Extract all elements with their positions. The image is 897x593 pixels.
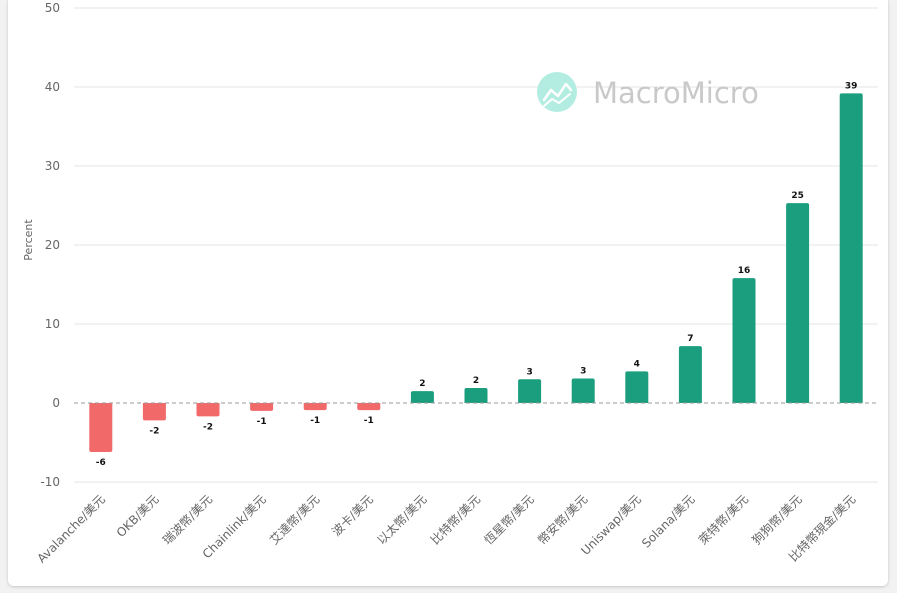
x-tick-label: 比特幣/美元 <box>427 492 483 548</box>
data-label: -1 <box>257 417 267 427</box>
x-tick-label: 幣安幣/美元 <box>534 492 590 548</box>
bar[interactable] <box>732 278 756 403</box>
data-label: 3 <box>526 367 532 377</box>
data-label: 3 <box>580 367 586 377</box>
bar[interactable] <box>839 93 863 403</box>
y-tick-label: 10 <box>45 317 60 331</box>
y-tick-label: 40 <box>45 80 60 94</box>
y-tick-label: 20 <box>45 238 60 252</box>
y-axis: -10 0 10 20 30 40 50 <box>40 1 60 489</box>
x-tick-label: 艾達幣/美元 <box>267 492 322 547</box>
data-label: 7 <box>687 334 693 344</box>
data-label: -1 <box>310 416 320 426</box>
data-label: -1 <box>364 416 374 426</box>
chart-card: MacroMicro -10 0 10 20 30 40 50 Percent -6 -2 -2… <box>8 0 888 586</box>
data-label: -2 <box>149 426 159 436</box>
bar[interactable] <box>518 379 542 403</box>
bars <box>89 93 863 452</box>
bar[interactable] <box>786 203 810 403</box>
gridlines <box>74 7 878 483</box>
bar[interactable] <box>196 403 220 417</box>
bar[interactable] <box>410 391 434 403</box>
x-tick-label: Solana/美元 <box>639 492 697 550</box>
data-label: 2 <box>419 379 425 389</box>
data-label: -2 <box>203 422 213 432</box>
x-tick-label: 恆星幣/美元 <box>482 492 537 547</box>
x-tick-label: 狗狗幣/美元 <box>750 492 805 547</box>
bar[interactable] <box>625 371 649 403</box>
bar[interactable] <box>571 378 595 403</box>
macromicro-logo-icon <box>537 72 577 112</box>
bar-chart: MacroMicro -10 0 10 20 30 40 50 Percent -6 -2 -2… <box>22 1 878 566</box>
bar[interactable] <box>464 387 488 403</box>
watermark: MacroMicro <box>537 72 759 112</box>
y-tick-label: -10 <box>40 475 60 489</box>
x-tick-label: 波卡/美元 <box>329 492 376 539</box>
data-label: -6 <box>96 458 106 468</box>
watermark-text: MacroMicro <box>593 76 759 110</box>
bar[interactable] <box>678 346 702 403</box>
bar[interactable] <box>142 403 166 421</box>
data-labels: -6 -2 -2 -1 -1 -1 2 2 3 3 4 7 16 25 39 <box>96 81 858 468</box>
x-tick-label: OKB/美元 <box>114 492 162 540</box>
bar[interactable] <box>303 403 327 411</box>
data-label: 39 <box>845 81 858 91</box>
data-label: 2 <box>473 376 479 386</box>
x-tick-label: Avalanche/美元 <box>34 492 107 565</box>
y-tick-label: 0 <box>52 396 60 410</box>
y-axis-label: Percent <box>22 219 35 261</box>
y-tick-label: 50 <box>45 1 60 15</box>
data-label: 4 <box>634 359 640 369</box>
bar[interactable] <box>250 403 274 411</box>
x-tick-label: 萊特幣/美元 <box>695 492 751 548</box>
x-tick-label: 瑞波幣/美元 <box>160 492 215 547</box>
x-axis: Avalanche/美元 OKB/美元瑞波幣/美元Chainlink/美元艾達幣/… <box>34 492 858 566</box>
bar[interactable] <box>357 403 381 411</box>
y-tick-label: 30 <box>45 159 60 173</box>
x-tick-label: 以太幣/美元 <box>374 492 430 548</box>
data-label: 16 <box>738 266 751 276</box>
bar[interactable] <box>89 403 113 452</box>
data-label: 25 <box>791 191 804 201</box>
